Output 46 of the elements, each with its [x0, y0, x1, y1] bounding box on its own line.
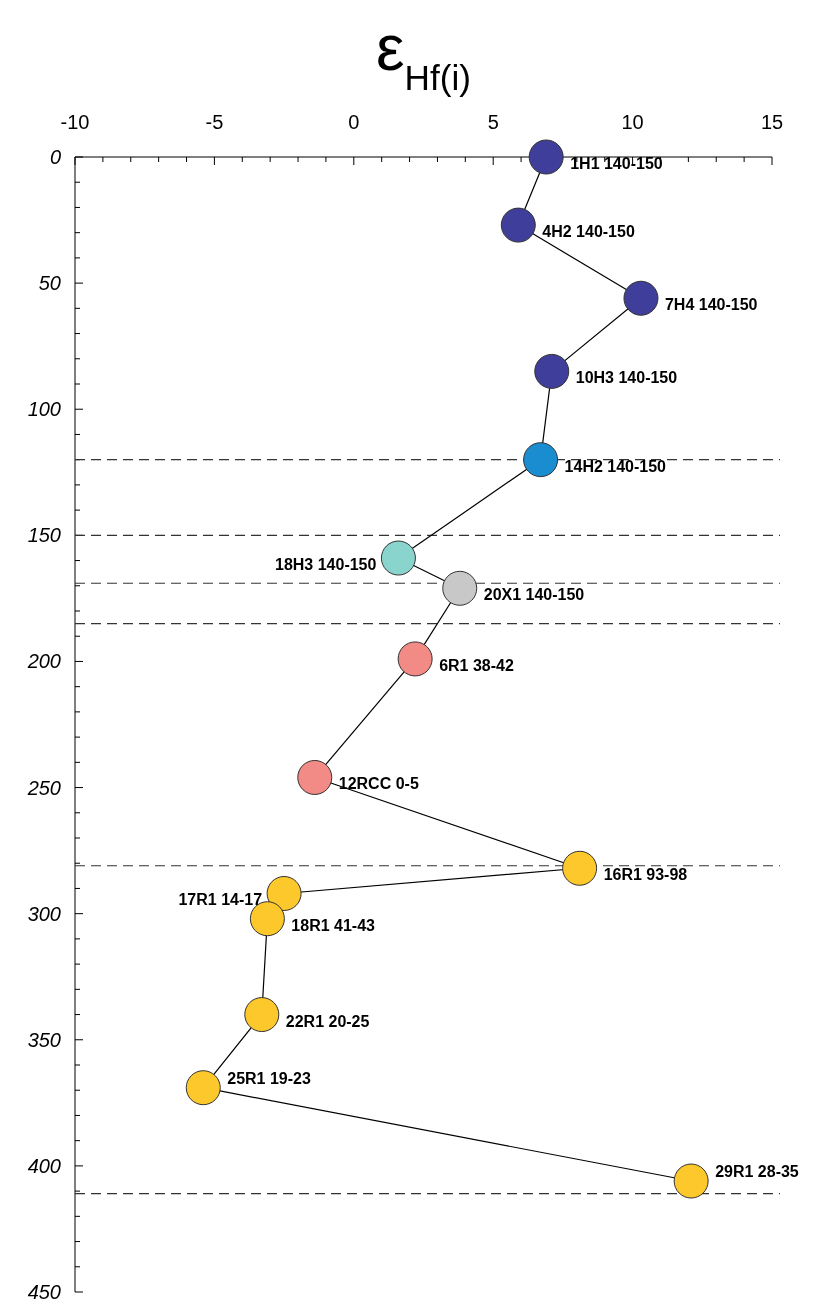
- point: [500, 207, 536, 243]
- annotation: 7H4 140-150: [664, 296, 758, 314]
- annotation: 4H2 140-150: [542, 223, 635, 241]
- point: [442, 570, 478, 606]
- annotation: 17R1 14-17: [178, 891, 263, 909]
- point: [244, 997, 280, 1033]
- annotation: 20X1 140-150: [483, 586, 585, 604]
- y-tick-label: 300: [27, 902, 61, 925]
- x-tick-label: -5: [205, 111, 224, 133]
- point: [397, 641, 433, 677]
- annotation: 12RCC 0-5: [338, 775, 419, 793]
- annotation: 25R1 19-23: [227, 1069, 311, 1087]
- point: [534, 353, 570, 389]
- annotation: 22R1 20-25: [285, 1012, 370, 1030]
- point: [623, 280, 659, 316]
- annotation: 10H3 140-150: [575, 369, 678, 387]
- annotation: 14H2 140-150: [564, 457, 667, 475]
- point: [562, 850, 598, 886]
- y-tick-label: 400: [27, 1154, 61, 1177]
- point: [185, 1070, 221, 1106]
- x-axis-title: ε$_{Hf(i)}$: [376, 12, 471, 97]
- y-tick-label: 50: [38, 272, 61, 295]
- point: [528, 139, 564, 175]
- annotation: 29R1 28-35: [715, 1163, 799, 1181]
- y-tick-label: 200: [26, 650, 61, 673]
- annotation: 1H1 140-150: [570, 155, 663, 172]
- y-tick-label: 0: [49, 146, 61, 168]
- point: [673, 1163, 709, 1199]
- annotation: 18H3 140-150: [274, 556, 377, 574]
- x-tick-label: -10: [60, 111, 90, 133]
- x-tick-label: 10: [621, 111, 644, 133]
- x-tick-label: 5: [487, 111, 499, 133]
- point: [380, 540, 416, 576]
- y-tick-label: 350: [27, 1028, 61, 1051]
- annotation: 16R1 93-98: [603, 866, 688, 884]
- point: [297, 759, 333, 795]
- annotation: 6R1 38-42: [439, 656, 514, 674]
- x-tick-label: 15: [760, 111, 784, 133]
- x-tick-label: 0: [348, 111, 360, 133]
- point: [266, 875, 302, 911]
- y-tick-label: 450: [27, 1281, 61, 1303]
- point: [523, 442, 559, 478]
- annotation: 18R1 41-43: [291, 916, 376, 934]
- y-tick-label: 100: [27, 398, 61, 421]
- y-tick-label: 250: [26, 776, 61, 799]
- y-tick-label: 150: [27, 524, 61, 547]
